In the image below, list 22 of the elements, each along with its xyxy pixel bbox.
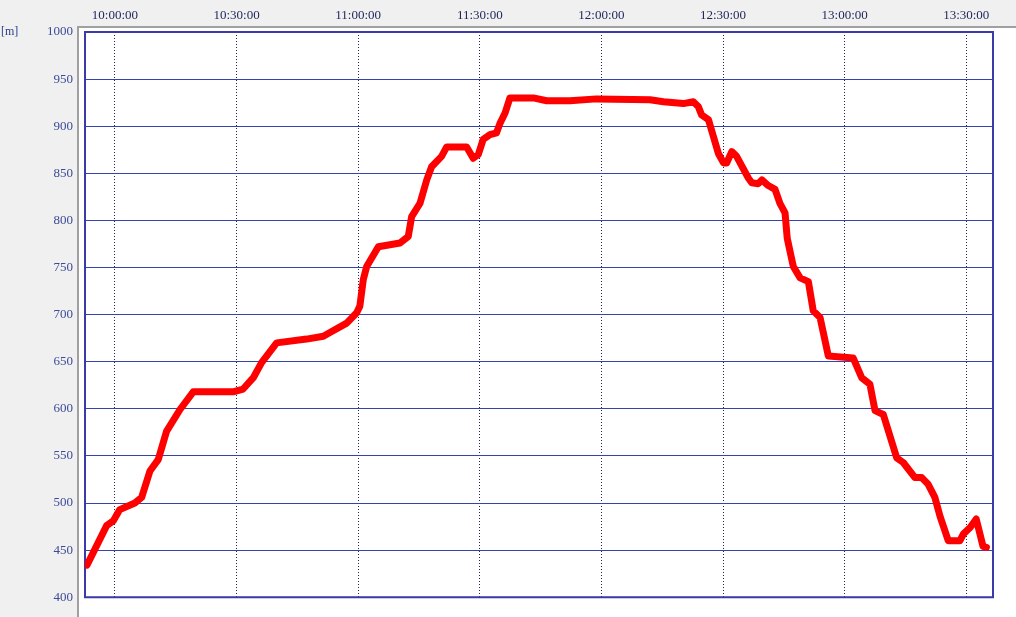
x-tick-label: 10:30:00 (213, 6, 260, 22)
x-tick-label: 11:00:00 (335, 6, 382, 22)
y-tick-label: 750 (53, 258, 73, 274)
y-tick-label: 950 (53, 70, 73, 86)
y-tick-label: 600 (53, 400, 73, 416)
y-tick-label: 500 (53, 494, 73, 510)
x-tick-label: 10:00:00 (91, 6, 139, 22)
x-tick-label: 13:00:00 (821, 6, 868, 22)
x-tick-label: 11:30:00 (456, 6, 503, 22)
y-tick-label: 450 (53, 541, 73, 557)
y-tick-label: 850 (53, 164, 73, 180)
y-tick-label: 800 (53, 211, 73, 227)
y-tick-label: 900 (53, 117, 73, 133)
y-tick-label: 400 (53, 588, 73, 604)
y-axis-title: [m] (1, 24, 19, 39)
x-tick-label: 12:00:00 (578, 6, 625, 22)
y-tick-label: 550 (53, 447, 73, 463)
y-tick-label: 1000 (47, 23, 73, 39)
y-tick-label: 650 (53, 353, 73, 369)
y-tick-label: 700 (53, 306, 73, 322)
x-tick-label: 13:30:00 (943, 6, 990, 22)
x-tick-label: 12:30:00 (699, 6, 747, 22)
